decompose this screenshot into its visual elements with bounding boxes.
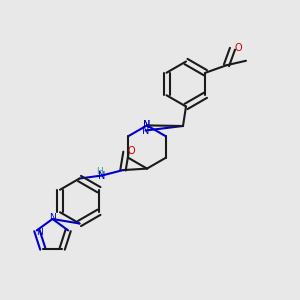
Text: N: N	[98, 170, 106, 181]
Text: O: O	[128, 146, 135, 156]
Text: N: N	[143, 120, 151, 130]
Text: N: N	[143, 120, 151, 130]
Text: H: H	[96, 167, 103, 176]
Text: N: N	[142, 125, 149, 136]
Text: N: N	[49, 213, 56, 222]
Text: N: N	[36, 228, 43, 237]
Text: O: O	[234, 43, 242, 53]
